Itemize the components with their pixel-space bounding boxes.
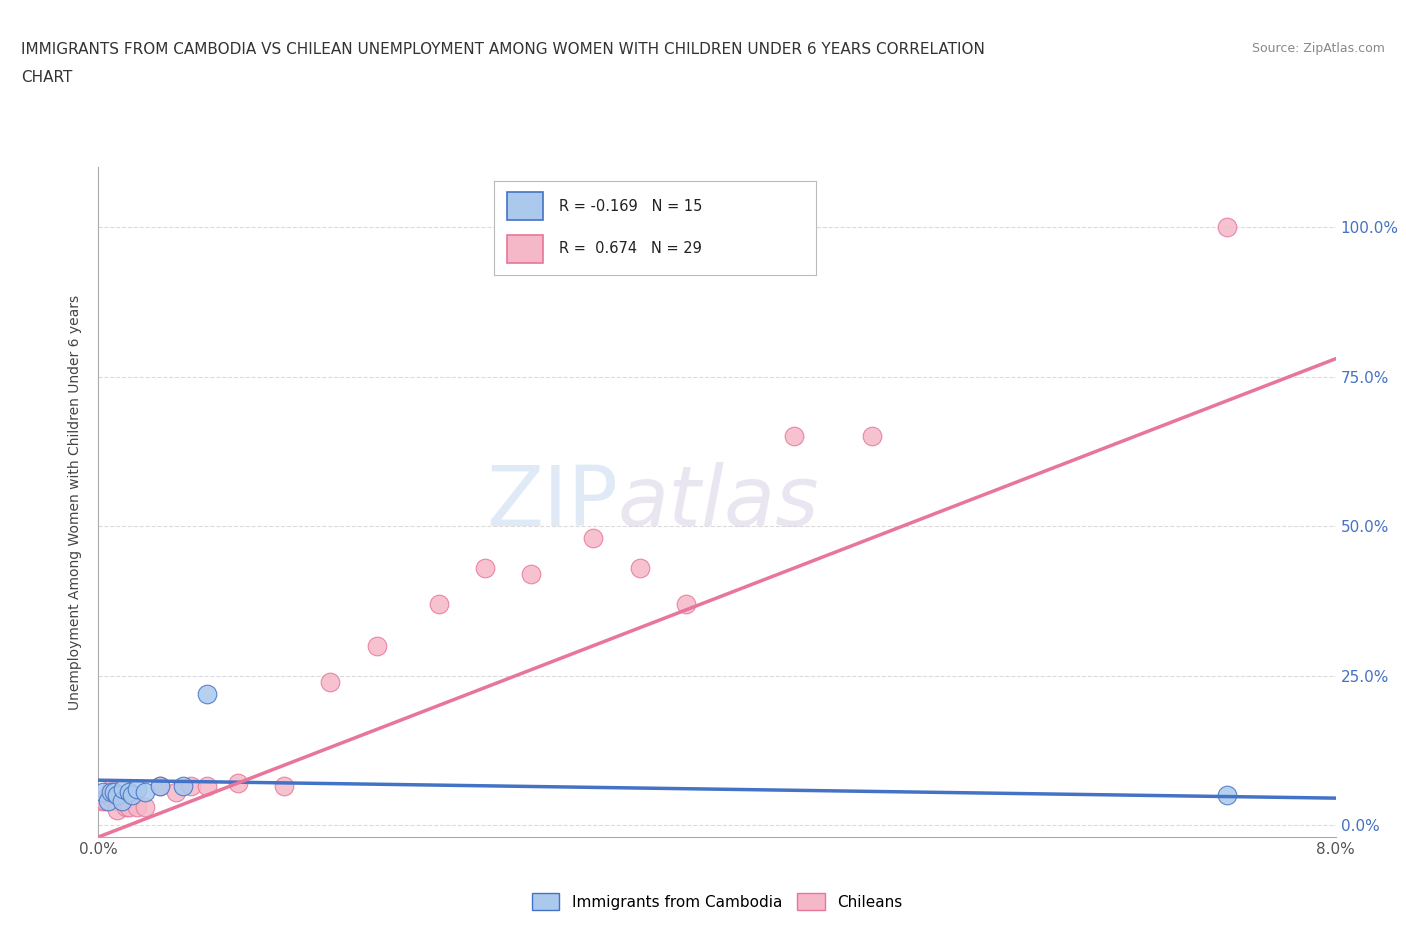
Point [97,788,120,803]
Point [273,778,295,793]
Point [103,793,125,808]
Point [427,596,450,611]
Point [134,785,156,800]
Point [97,793,120,808]
Legend: Immigrants from Cambodia, Chileans: Immigrants from Cambodia, Chileans [526,886,908,916]
Point [127,782,149,797]
Point [165,785,187,800]
Point [105,803,128,817]
Point [195,778,218,793]
Point [783,429,806,444]
Point [149,778,172,793]
Point [127,800,149,815]
Point [121,788,143,803]
Point [1216,788,1239,803]
Point [111,793,134,808]
Point [195,686,218,701]
Text: atlas: atlas [619,461,820,543]
Point [100,785,122,800]
Y-axis label: Unemployment Among Women with Children Under 6 years: Unemployment Among Women with Children U… [69,295,83,710]
Point [112,782,135,797]
Point [1216,219,1239,234]
Text: IMMIGRANTS FROM CAMBODIA VS CHILEAN UNEMPLOYMENT AMONG WOMEN WITH CHILDREN UNDER: IMMIGRANTS FROM CAMBODIA VS CHILEAN UNEM… [21,42,986,57]
Point [319,674,342,689]
Point [118,785,141,800]
Point [134,800,156,815]
Point [366,638,388,653]
Point [149,778,172,793]
Point [108,788,131,803]
Text: Source: ZipAtlas.com: Source: ZipAtlas.com [1251,42,1385,55]
Point [582,531,605,546]
Point [226,776,249,790]
Point [105,788,128,803]
Point [628,561,651,576]
Point [90,793,112,808]
Point [474,561,496,576]
Point [520,566,543,581]
Point [115,800,138,815]
Text: ZIP: ZIP [486,461,619,543]
Point [93,793,115,808]
Point [100,782,122,797]
Point [103,785,125,800]
Point [91,785,114,800]
Point [675,596,697,611]
Point [172,778,194,793]
Point [860,429,883,444]
Text: CHART: CHART [21,70,73,85]
Point [180,778,202,793]
Point [111,788,134,803]
Point [118,800,141,815]
